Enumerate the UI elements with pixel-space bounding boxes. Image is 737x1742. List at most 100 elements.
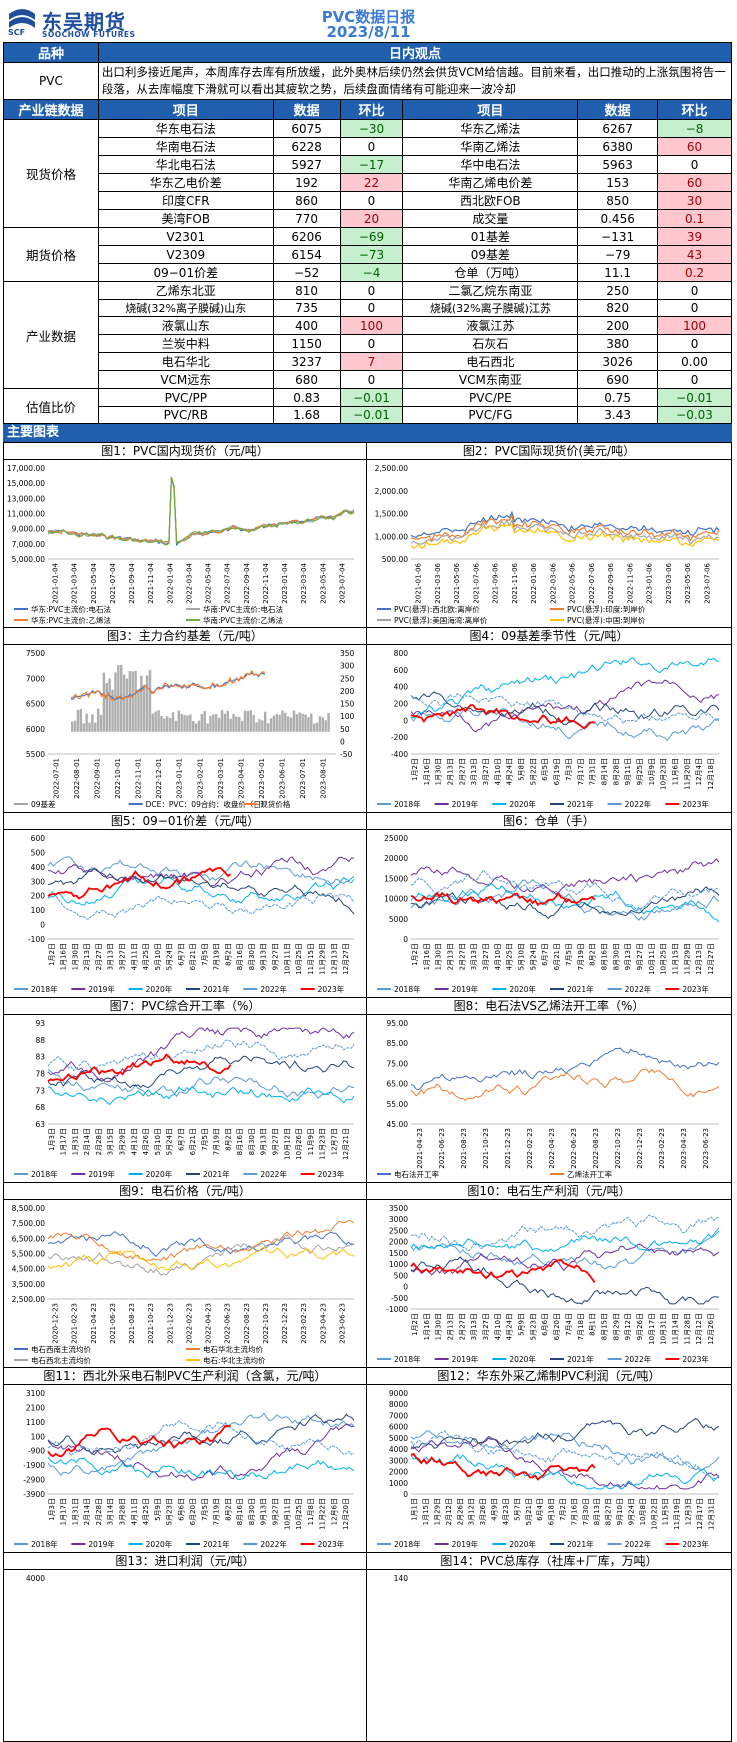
series-line <box>410 1452 596 1481</box>
legend-label: 2022年 <box>625 984 652 994</box>
basis-bar <box>232 713 235 732</box>
y-tick-label: 3,500.00 <box>12 1280 46 1289</box>
logo-chinese: 东吴期货 <box>42 10 126 34</box>
legend-label: 电石:华北主流均价 <box>203 1355 266 1365</box>
series-line <box>410 1256 720 1305</box>
x-tick-label: 10月8日 <box>639 1498 647 1525</box>
logo-mark-icon: SCF <box>8 9 35 36</box>
y-tick-label: 5,000.00 <box>12 555 46 564</box>
basis-bar <box>131 671 134 732</box>
series-line <box>71 672 266 701</box>
report-page: SCF 东吴期货 SOOCHOW FUTURES PVC数据日报 2023/8/… <box>3 8 733 1742</box>
series-line <box>47 1423 355 1481</box>
y-tick-label: 600 <box>31 834 46 843</box>
basis-bar <box>174 720 178 732</box>
y2-tick-label: 350 <box>340 649 355 658</box>
basis-bar <box>160 715 163 732</box>
item-name: PVC/PE <box>402 388 579 407</box>
y-tick-label: 15,000.00 <box>7 479 45 488</box>
x-tick-label: 2月27日 <box>95 943 103 970</box>
item-change: 0 <box>339 370 404 390</box>
x-tick-label: 2021-10-23 <box>482 1128 490 1169</box>
legend-label: 09基差 <box>31 799 56 809</box>
basis-bar <box>324 720 327 732</box>
x-tick-label: 10月25日 <box>660 943 668 975</box>
basis-bar <box>327 713 330 732</box>
item-value: 820 <box>577 298 659 318</box>
basis-bar <box>229 718 232 732</box>
x-tick-label: 2021-07-04 <box>109 562 117 603</box>
x-tick-label: 8月29日 <box>612 1313 620 1340</box>
x-tick-label: 1月31日 <box>71 1128 79 1155</box>
y-tick-label: 3100 <box>26 1389 45 1398</box>
series-line <box>410 1430 720 1480</box>
x-tick-label: 3月29日 <box>119 1128 127 1155</box>
x-tick-label: 1月1日 <box>411 1498 419 1521</box>
x-tick-label: 1月3日 <box>48 1498 56 1521</box>
x-tick-label: 8月30日 <box>612 943 620 970</box>
chart-title: 图11：西北外采电石制PVC生产利润（含氯，元/吨） <box>4 1368 366 1385</box>
chart-title: 图10：电石生产利润（元/吨） <box>367 1183 731 1200</box>
category-cell: 估值比价 <box>3 388 99 425</box>
item-value: 6154 <box>272 245 341 264</box>
basis-bar <box>249 710 252 732</box>
y-tick-label: 5000 <box>389 915 408 924</box>
item-value: 250 <box>577 281 659 300</box>
x-tick-label: 2021-07-06 <box>472 562 480 603</box>
table-header-cell: 数据 <box>272 99 341 120</box>
item-change: 43 <box>657 245 732 264</box>
series-line <box>47 856 355 885</box>
x-tick-label: 1月30日 <box>435 943 443 970</box>
legend-label: 华东:PVC主流价:乙烯法 <box>31 615 111 625</box>
y-tick-label: 68 <box>35 1103 45 1112</box>
logo-english: SOOCHOW FUTURES <box>42 30 136 39</box>
x-tick-label: 10月25日 <box>295 943 303 975</box>
x-tick-label: 2022-05-04 <box>205 562 213 603</box>
x-tick-label: 7月16日 <box>570 1498 578 1525</box>
series-line <box>47 1230 355 1258</box>
y-tick-label: 25000 <box>384 834 408 843</box>
y-tick-label: 6000 <box>389 1423 408 1432</box>
legend-label: 2022年 <box>260 984 287 994</box>
item-name: 兰炭中料 <box>97 334 274 354</box>
legend-label: 现货价格 <box>260 799 290 809</box>
x-tick-label: 6月21日 <box>553 943 561 970</box>
y-tick-label: 5500 <box>26 750 45 759</box>
legend-label: 2022年 <box>260 1169 287 1179</box>
x-tick-label: 2022-09-01 <box>93 758 101 799</box>
y-tick-label: 500 <box>394 1271 409 1280</box>
series-line <box>47 1420 355 1457</box>
basis-bar <box>125 678 129 732</box>
item-name: 电石华北 <box>97 352 274 372</box>
basis-bar <box>307 717 310 732</box>
x-tick-label: 2月27日 <box>458 1313 466 1340</box>
x-tick-label: 9月10日 <box>616 1498 624 1525</box>
y2-tick-label: 300 <box>340 662 355 671</box>
y-tick-label: 0 <box>403 935 408 944</box>
chart-panel: 图13：进口利润（元/吨） 4000 <box>3 1552 367 1742</box>
y-tick-label: 2100 <box>26 1403 45 1412</box>
category-cell: 现货价格 <box>3 119 99 228</box>
basis-bar <box>252 714 255 732</box>
x-tick-label: 2021-05-06 <box>453 562 461 603</box>
y-tick-label: 15000 <box>384 874 408 883</box>
y-tick-label: 300 <box>31 877 46 886</box>
item-value: 6380 <box>577 137 659 156</box>
item-name: PVC/PP <box>97 388 274 407</box>
x-tick-label: 1月15日 <box>422 1498 430 1525</box>
y-tick-label: 3000 <box>389 1456 408 1465</box>
legend-label: 2019年 <box>452 799 479 809</box>
chart-panel: 图14：PVC总库存（社库+厂库，万吨） 140 <box>366 1552 732 1742</box>
basis-bar <box>88 722 91 732</box>
y-tick-label: 55.00 <box>387 1100 409 1109</box>
basis-bar <box>180 713 183 732</box>
item-name: 华东乙电价差 <box>97 173 274 192</box>
table-row: 液氯山东 400 100 液氯江苏 200 100 <box>4 316 732 336</box>
x-tick-label: 6月20日 <box>553 1313 561 1340</box>
basis-bar <box>281 710 284 732</box>
x-tick-label: 11月29日 <box>319 943 327 975</box>
x-tick-label: 8月16日 <box>236 1498 244 1525</box>
x-tick-label: 11月14日 <box>672 1313 680 1345</box>
